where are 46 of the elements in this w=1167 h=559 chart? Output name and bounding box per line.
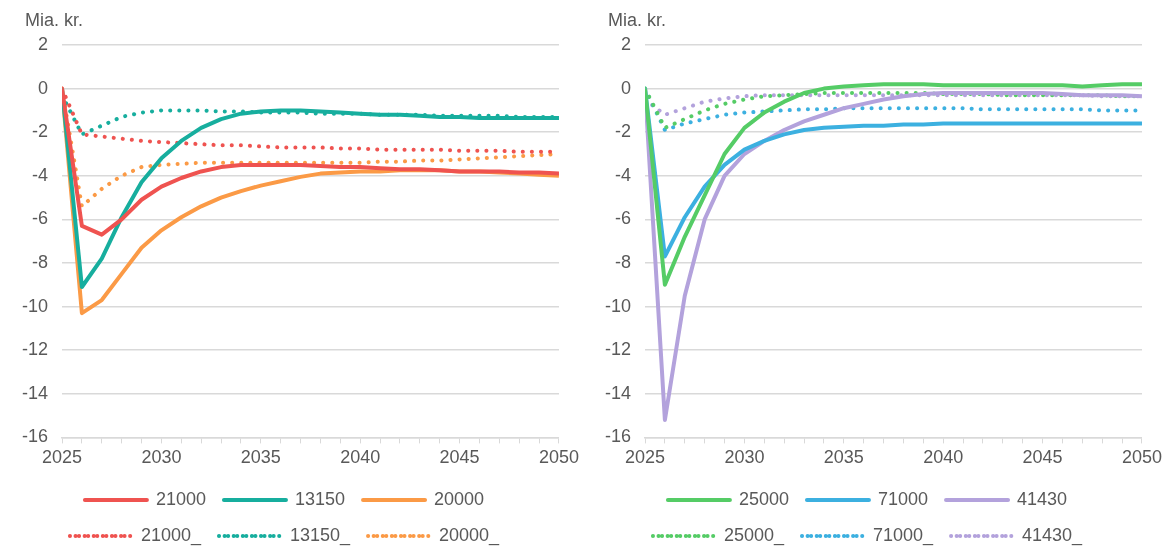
legend-label: 20000_ xyxy=(439,524,501,546)
y-tick-label: 0 xyxy=(621,77,632,98)
legend-label: 13150 xyxy=(294,488,346,509)
x-tick-label: 2045 xyxy=(1022,447,1063,468)
y-tick-label: -2 xyxy=(615,121,632,142)
legend-label: 41430 xyxy=(1017,488,1068,509)
x-tick-label: 2035 xyxy=(823,447,864,468)
y-axis-title: Mia. kr. xyxy=(608,9,667,30)
x-tick-label: 2050 xyxy=(538,447,579,468)
y-tick-label: -4 xyxy=(32,164,49,185)
y-tick-label: -10 xyxy=(22,295,49,316)
y-tick-label: -2 xyxy=(32,121,49,142)
x-tick-label: 2040 xyxy=(923,447,964,468)
y-tick-label: -16 xyxy=(605,426,632,447)
legend-label: 13150_ xyxy=(289,524,352,546)
x-tick-label: 2025 xyxy=(41,447,83,468)
legend-label: 20000 xyxy=(434,488,485,509)
y-tick-label: -10 xyxy=(605,295,632,316)
x-tick-label: 2040 xyxy=(340,447,381,468)
legend-label: 71000 xyxy=(877,488,929,509)
legend-label: 41430_ xyxy=(1022,524,1084,546)
x-tick-label: 2035 xyxy=(240,447,281,468)
x-tick-label: 2025 xyxy=(624,447,666,468)
x-tick-label: 2045 xyxy=(439,447,480,468)
legend-label: 25000 xyxy=(738,488,789,509)
y-tick-label: -8 xyxy=(615,251,632,272)
y-tick-label: -12 xyxy=(22,339,49,360)
x-tick-label: 2030 xyxy=(141,447,182,468)
legend-label: 25000_ xyxy=(723,524,785,546)
y-axis-title: Mia. kr. xyxy=(25,9,84,30)
legend-label: 21000_ xyxy=(140,524,202,546)
y-tick-label: 2 xyxy=(621,33,632,54)
legend-label: 21000 xyxy=(155,488,206,509)
y-tick-label: -14 xyxy=(22,382,49,403)
x-tick-label: 2030 xyxy=(724,447,765,468)
y-tick-label: -6 xyxy=(615,208,632,229)
x-tick-label: 2050 xyxy=(1121,447,1162,468)
y-tick-label: -12 xyxy=(605,339,632,360)
y-tick-label: -16 xyxy=(22,426,49,447)
y-tick-label: -6 xyxy=(32,208,49,229)
y-tick-label: -8 xyxy=(32,251,49,272)
y-tick-label: -14 xyxy=(605,382,632,403)
y-tick-label: 2 xyxy=(38,33,49,54)
legend-label: 71000_ xyxy=(872,524,935,546)
y-tick-label: 0 xyxy=(38,77,49,98)
y-tick-label: -4 xyxy=(615,164,632,185)
